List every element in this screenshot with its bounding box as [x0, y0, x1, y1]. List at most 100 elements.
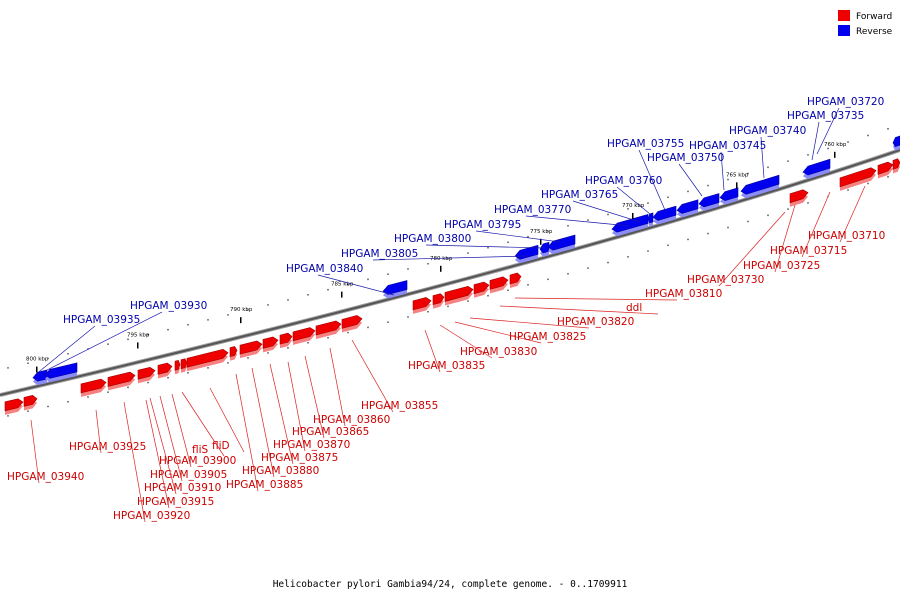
gene-label-text: HPGAM_03740: [729, 125, 806, 137]
minor-tick: [547, 278, 549, 281]
gene-fwd-21: [509, 272, 522, 288]
gene-rev-10: [698, 193, 720, 211]
gene-label: HPGAM_03735: [787, 110, 864, 161]
gene-fwd-4: [137, 366, 156, 384]
minor-tick: [567, 273, 569, 275]
gene-fwd-13: [292, 327, 316, 345]
minor-tick: [507, 289, 509, 292]
gene-fwd-25: [892, 158, 900, 174]
gene-label-text: fliS: [192, 444, 209, 456]
scale-label: 760 kbp: [824, 142, 847, 148]
gene-label: HPGAM_03715: [770, 191, 847, 258]
gene-fwd-7: [180, 358, 188, 373]
major-tick: [137, 342, 139, 349]
major-tick: [240, 317, 242, 324]
gene-label: HPGAM_03830: [439, 324, 537, 359]
major-tick: [834, 151, 836, 158]
gene-label-text: HPGAM_03830: [460, 346, 537, 358]
minor-tick: [427, 262, 429, 265]
gene-label: HPGAM_03805: [341, 248, 529, 261]
gene-label-text: HPGAM_03805: [341, 248, 418, 260]
gene-rev-4: [539, 241, 550, 257]
gene-fwd-19: [473, 281, 490, 298]
gene-label: HPGAM_03820: [469, 316, 634, 329]
gene-fwd-24: [877, 161, 894, 179]
gene-label: HPGAM_03925: [69, 409, 146, 454]
major-tick: [632, 212, 634, 219]
legend: Forward Reverse: [838, 10, 893, 37]
gene-label-text: HPGAM_03720: [807, 96, 884, 108]
scale-label: 800 kbp: [26, 357, 49, 363]
minor-tick: [887, 128, 889, 130]
minor-tick: [767, 214, 769, 217]
gene-label: ddl: [499, 302, 659, 315]
gene-fwd-0: [4, 398, 24, 415]
gene-label-text: HPGAM_03800: [394, 233, 471, 245]
minor-tick: [847, 141, 849, 143]
caption: Helicobacter pylori Gambia94/24, complet…: [273, 579, 628, 590]
minor-tick: [607, 213, 609, 216]
gene-label: HPGAM_03875: [261, 363, 338, 465]
gene-label: HPGAM_03760: [585, 175, 662, 215]
minor-tick: [627, 208, 629, 210]
gene-rev-12: [740, 174, 780, 199]
gene-label-text: fliD: [212, 440, 230, 452]
gene-fwd-15: [341, 315, 363, 333]
minor-tick: [727, 226, 729, 229]
gene-label-text: HPGAM_03760: [585, 175, 662, 187]
gene-label: HPGAM_03825: [454, 321, 586, 344]
minor-tick: [67, 400, 69, 403]
scale-label: 790 kbp: [230, 307, 253, 313]
gene-label: HPGAM_03755: [607, 138, 684, 211]
gene-label-text: HPGAM_03745: [689, 140, 766, 152]
minor-tick: [287, 299, 289, 301]
gene-fwd-8: [186, 349, 229, 372]
gene-fwd-22: [789, 189, 809, 207]
gene-label-text: HPGAM_03870: [273, 439, 350, 451]
scale-label: 765 kbp: [726, 172, 749, 178]
gene-label-text: HPGAM_03920: [113, 510, 190, 522]
minor-tick: [267, 304, 269, 306]
gene-label-text: HPGAM_03750: [647, 152, 724, 164]
gene-fwd-2: [80, 378, 107, 397]
minor-tick: [107, 391, 109, 393]
backbone: [0, 149, 900, 396]
minor-tick: [647, 202, 649, 204]
minor-tick: [327, 288, 329, 291]
minor-tick: [607, 261, 609, 264]
minor-tick: [867, 182, 869, 185]
minor-tick: [747, 220, 749, 223]
gene-label-text: HPGAM_03735: [787, 110, 864, 122]
gene-label-text: HPGAM_03915: [137, 496, 214, 508]
gene-label: HPGAM_03930: [46, 300, 207, 371]
minor-tick: [107, 343, 109, 345]
major-tick: [341, 291, 343, 298]
scale-label: 770 kbp: [622, 203, 645, 209]
scale-label: 795 kbp: [127, 332, 150, 338]
gene-label: HPGAM_03880: [242, 367, 319, 478]
minor-tick: [747, 172, 749, 175]
gene-rev-7: [647, 212, 654, 227]
minor-tick: [207, 319, 209, 321]
gene-label: fliD: [209, 387, 245, 453]
minor-tick: [27, 410, 29, 412]
major-tick: [440, 265, 442, 272]
minor-tick: [687, 190, 689, 193]
gene-label: HPGAM_03720: [807, 96, 884, 155]
gene-label: HPGAM_03835: [408, 329, 485, 373]
minor-tick: [7, 367, 9, 369]
minor-tick: [647, 250, 649, 252]
minor-tick: [307, 294, 309, 296]
gene-label-text: HPGAM_03820: [557, 316, 634, 328]
minor-tick: [527, 284, 529, 286]
gene-label-text: HPGAM_03925: [69, 441, 146, 453]
minor-tick: [87, 396, 89, 398]
minor-tick: [327, 336, 329, 339]
gene-label-text: HPGAM_03710: [808, 230, 885, 242]
gene-label-text: HPGAM_03905: [150, 469, 227, 481]
minor-tick: [687, 238, 689, 241]
gene-label: HPGAM_03765: [541, 189, 641, 223]
gene-label-text: HPGAM_03885: [226, 479, 303, 491]
major-tick: [540, 238, 542, 245]
